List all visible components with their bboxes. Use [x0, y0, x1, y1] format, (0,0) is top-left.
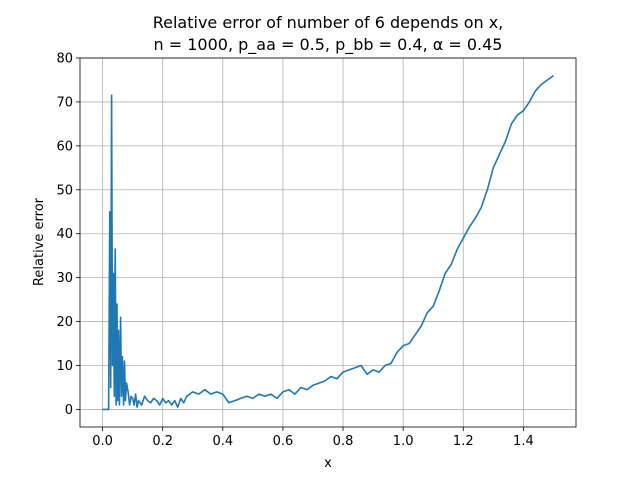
x-tick-label: 1.2 — [453, 434, 474, 449]
x-tick-label: 1.0 — [393, 434, 414, 449]
series-layer — [102, 74, 554, 411]
ticks-layer: 0.0 0.2 0.4 0.6 0.8 1.0 1.2 1.4 0 10 20 30 40 50 60 70 8… — [56, 52, 533, 450]
y-tick-label: 80 — [56, 52, 73, 67]
y-tick-label: 10 — [56, 359, 73, 374]
y-tick-label: 40 — [56, 227, 73, 242]
plot-frame — [79, 57, 577, 428]
chart-title-line-1: Relative error of number of 6 depends on… — [153, 13, 504, 32]
x-tick-label: 1.4 — [513, 434, 534, 449]
y-tick-label: 70 — [56, 95, 73, 110]
y-tick-label: 0 — [65, 403, 73, 418]
y-tick-label: 20 — [56, 315, 73, 330]
y-tick-label: 60 — [56, 139, 73, 154]
y-tick-label: 30 — [56, 271, 73, 286]
y-tick-label: 50 — [56, 183, 73, 198]
x-axis-label: x — [324, 456, 332, 471]
series-line — [102, 74, 554, 411]
x-tick-label: 0.2 — [152, 434, 173, 449]
x-tick-label: 0.4 — [212, 434, 233, 449]
x-tick-label: 0.8 — [333, 434, 354, 449]
x-tick-label: 0.0 — [92, 434, 113, 449]
x-tick-label: 0.6 — [273, 434, 294, 449]
chart-title-line-2: n = 1000, p_aa = 0.5, p_bb = 0.4, α = 0.… — [154, 35, 503, 55]
grid-layer — [80, 57, 576, 427]
y-axis-label: Relative error — [32, 197, 47, 286]
